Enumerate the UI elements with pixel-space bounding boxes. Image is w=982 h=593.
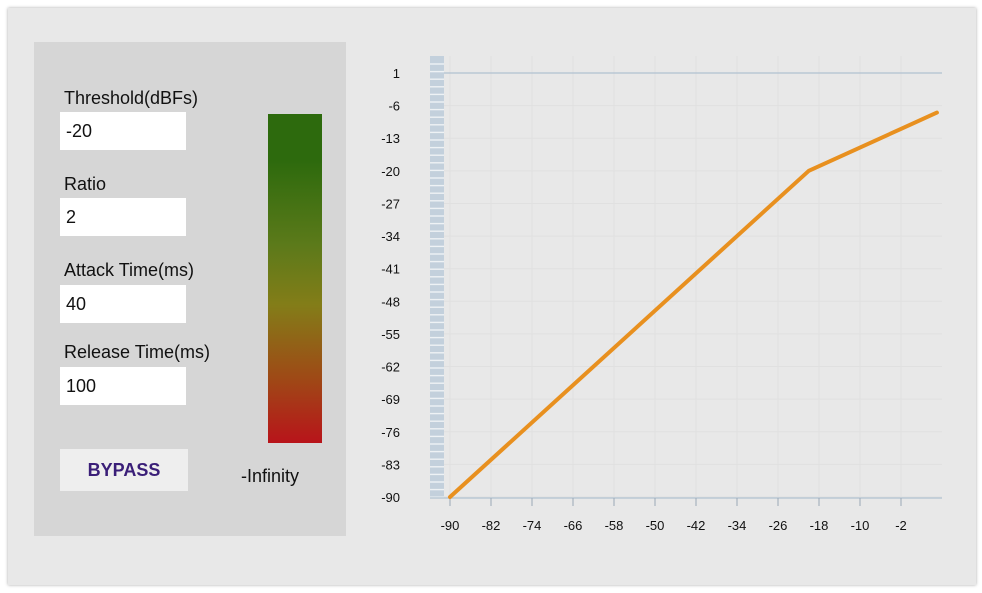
x-tick-label: -50 (646, 518, 665, 533)
threshold-label: Threshold(dBFs) (64, 88, 199, 108)
x-tick-label: -66 (564, 518, 583, 533)
x-tick-label: -10 (851, 518, 870, 533)
y-tick-label: -69 (381, 392, 400, 407)
x-tick-label: -74 (523, 518, 542, 533)
x-tick-label: -42 (687, 518, 706, 533)
y-tick-label: 1 (393, 66, 400, 81)
y-tick-label: -13 (381, 131, 400, 146)
x-tick-label: -18 (810, 518, 829, 533)
ratio-label: Ratio (64, 174, 107, 194)
bypass-button[interactable]: BYPASS (60, 449, 188, 491)
x-tick-label: -58 (605, 518, 624, 533)
x-tick-label: -2 (895, 518, 907, 533)
x-tick-label: -34 (728, 518, 747, 533)
release-time-label: Release Time(ms) (64, 342, 211, 362)
x-tick-label: -90 (441, 518, 460, 533)
y-tick-label: -27 (381, 196, 400, 211)
level-meter (268, 114, 322, 443)
y-tick-label: -34 (381, 229, 400, 244)
transfer-curve-line (448, 110, 939, 499)
y-tick-label: -6 (388, 99, 400, 114)
meter-level-label: -Infinity (241, 466, 300, 486)
y-tick-label: -76 (381, 425, 400, 440)
x-tick-label: -26 (769, 518, 788, 533)
y-tick-label: -55 (381, 327, 400, 342)
ratio-input[interactable] (60, 198, 186, 236)
y-tick-label: -48 (381, 294, 400, 309)
release-time-input[interactable] (60, 367, 186, 405)
x-tick-label: -82 (482, 518, 501, 533)
y-tick-label: -83 (381, 457, 400, 472)
threshold-input[interactable] (60, 112, 186, 150)
y-tick-label: -90 (381, 490, 400, 505)
attack-time-input[interactable] (60, 285, 186, 323)
attack-time-label: Attack Time(ms) (64, 260, 195, 280)
y-tick-label: -20 (381, 164, 400, 179)
y-tick-label: -62 (381, 360, 400, 375)
y-tick-label: -41 (381, 262, 400, 277)
